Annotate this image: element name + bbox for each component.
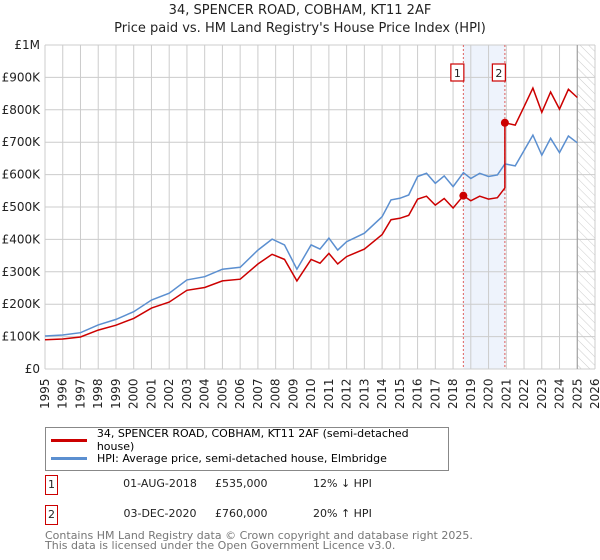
sale-date: 03-DEC-2020 bbox=[123, 507, 197, 520]
x-tick-label: 2023 bbox=[535, 378, 549, 409]
y-tick-label: £500K bbox=[2, 200, 42, 214]
y-tick-label: £800K bbox=[2, 103, 42, 117]
chart-subtitle: Price paid vs. HM Land Registry's House … bbox=[114, 21, 486, 36]
x-tick-label: 2002 bbox=[162, 378, 176, 409]
x-tick-label: 2003 bbox=[180, 378, 194, 409]
x-tick-label: 1999 bbox=[109, 378, 123, 409]
x-tick-label: 2022 bbox=[517, 378, 531, 409]
y-tick-label: £0 bbox=[25, 362, 40, 376]
y-tick-label: £1M bbox=[14, 38, 40, 52]
legend: 34, SPENCER ROAD, COBHAM, KT11 2AF (semi… bbox=[45, 427, 449, 471]
x-tick-label: 2018 bbox=[446, 378, 460, 409]
legend-label: 34, SPENCER ROAD, COBHAM, KT11 2AF (semi… bbox=[96, 427, 409, 453]
y-tick-label: £600K bbox=[2, 168, 42, 182]
legend-item-property: 34, SPENCER ROAD, COBHAM, KT11 2AF (semi… bbox=[46, 427, 448, 453]
x-tick-label: 2026 bbox=[588, 378, 600, 409]
x-tick-label: 2014 bbox=[375, 378, 389, 409]
sale-marker-label: 2 bbox=[495, 67, 502, 80]
sale-hpi-delta: 12% ↓ HPI bbox=[313, 477, 372, 490]
y-tick-label: £200K bbox=[2, 297, 42, 311]
x-tick-label: 1995 bbox=[38, 378, 52, 409]
y-tick-label: £900K bbox=[2, 70, 42, 84]
legend-label: HPI: Average price, semi-detached house,… bbox=[97, 451, 387, 465]
sale-date: 01-AUG-2018 bbox=[123, 477, 197, 490]
x-tick-label: 2024 bbox=[553, 378, 567, 409]
y-tick-label: £700K bbox=[2, 135, 42, 149]
sale-marker-label: 1 bbox=[454, 67, 461, 80]
sale-marker-box bbox=[450, 63, 465, 82]
legend-item-hpi: HPI: Average price, semi-detached house,… bbox=[46, 450, 387, 466]
sale-point bbox=[459, 191, 468, 200]
x-tick-label: 2009 bbox=[286, 378, 300, 409]
x-tick-label: 2017 bbox=[428, 378, 442, 409]
x-tick-label: 2006 bbox=[233, 378, 247, 409]
x-tick-label: 2020 bbox=[482, 378, 496, 409]
x-tick-label: 2007 bbox=[251, 378, 265, 409]
chart-title: 34, SPENCER ROAD, COBHAM, KT11 2AF bbox=[168, 3, 432, 18]
footer: Contains HM Land Registry data © Crown c… bbox=[45, 529, 473, 552]
y-tick-label: £400K bbox=[2, 232, 42, 246]
sale-marker-box bbox=[491, 63, 506, 82]
footer-licence: This data is licensed under the Open Gov… bbox=[45, 539, 396, 552]
y-tick-label: £300K bbox=[2, 265, 42, 279]
x-tick-label: 2016 bbox=[411, 378, 425, 409]
hpi-series-line bbox=[44, 133, 578, 337]
sale-marker-badge: 2 bbox=[45, 505, 58, 525]
x-tick-label: 2011 bbox=[322, 378, 336, 409]
x-tick-label: 2019 bbox=[464, 378, 478, 409]
x-tick-label: 2010 bbox=[304, 378, 318, 409]
x-tick-label: 2008 bbox=[269, 378, 283, 409]
x-tick-label: 2025 bbox=[570, 378, 584, 409]
sale-hpi-delta: 20% ↑ HPI bbox=[313, 507, 372, 520]
x-tick-label: 2012 bbox=[340, 378, 354, 409]
legend-swatch-blue bbox=[51, 456, 87, 460]
x-tick-label: 2004 bbox=[198, 378, 212, 409]
x-tick-label: 1996 bbox=[56, 378, 70, 409]
x-tick-label: 2001 bbox=[144, 378, 158, 409]
x-tick-label: 2000 bbox=[127, 378, 141, 409]
x-tick-label: 2015 bbox=[393, 378, 407, 409]
x-tick-label: 2021 bbox=[499, 378, 513, 409]
legend-swatch-red bbox=[51, 438, 87, 442]
sale-point bbox=[500, 118, 509, 127]
y-tick-label: £100K bbox=[2, 330, 42, 344]
x-tick-label: 2013 bbox=[357, 378, 371, 409]
sale-price: £535,000 bbox=[215, 477, 268, 490]
sale-price: £760,000 bbox=[215, 507, 268, 520]
x-tick-label: 1997 bbox=[73, 378, 87, 409]
property-series-line bbox=[44, 86, 578, 341]
footer-copyright: Contains HM Land Registry data © Crown c… bbox=[45, 529, 473, 542]
x-tick-label: 1998 bbox=[91, 378, 105, 409]
sale-marker-badge: 1 bbox=[45, 475, 58, 495]
x-tick-label: 2005 bbox=[215, 378, 229, 409]
